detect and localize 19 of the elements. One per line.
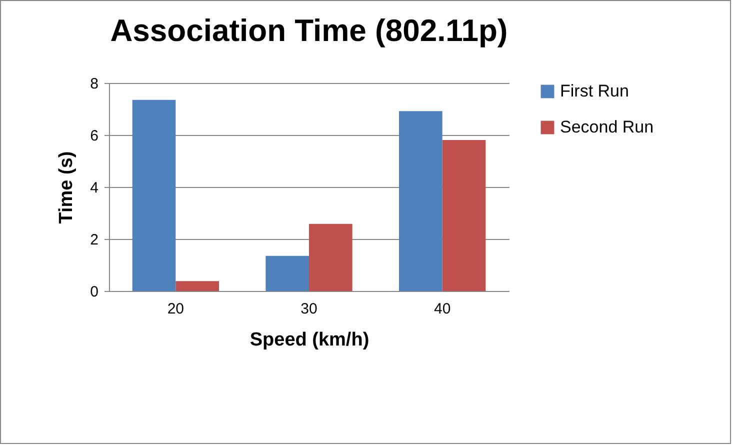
y-tick-label: 6: [90, 128, 98, 144]
bar: [442, 140, 486, 291]
x-tick-label: 30: [300, 300, 318, 318]
x-axis-title: Speed (km/h): [250, 330, 370, 350]
bar: [309, 224, 352, 291]
y-tick-label: 2: [90, 232, 98, 248]
y-tick-label: 0: [90, 284, 98, 300]
chart-title: Association Time (802.11p): [110, 13, 508, 48]
y-tick-label: 4: [90, 180, 98, 196]
bar: [132, 100, 176, 291]
legend-label: First Run: [560, 82, 629, 100]
bar: [399, 111, 442, 291]
x-tick-label: 20: [167, 300, 184, 318]
x-tick-label: 40: [434, 300, 451, 318]
y-tick-label: 8: [90, 76, 98, 92]
bar: [266, 256, 309, 291]
bar: [176, 281, 219, 291]
y-axis-title: Time (s): [56, 151, 78, 224]
legend-label: Second Run: [560, 118, 654, 136]
